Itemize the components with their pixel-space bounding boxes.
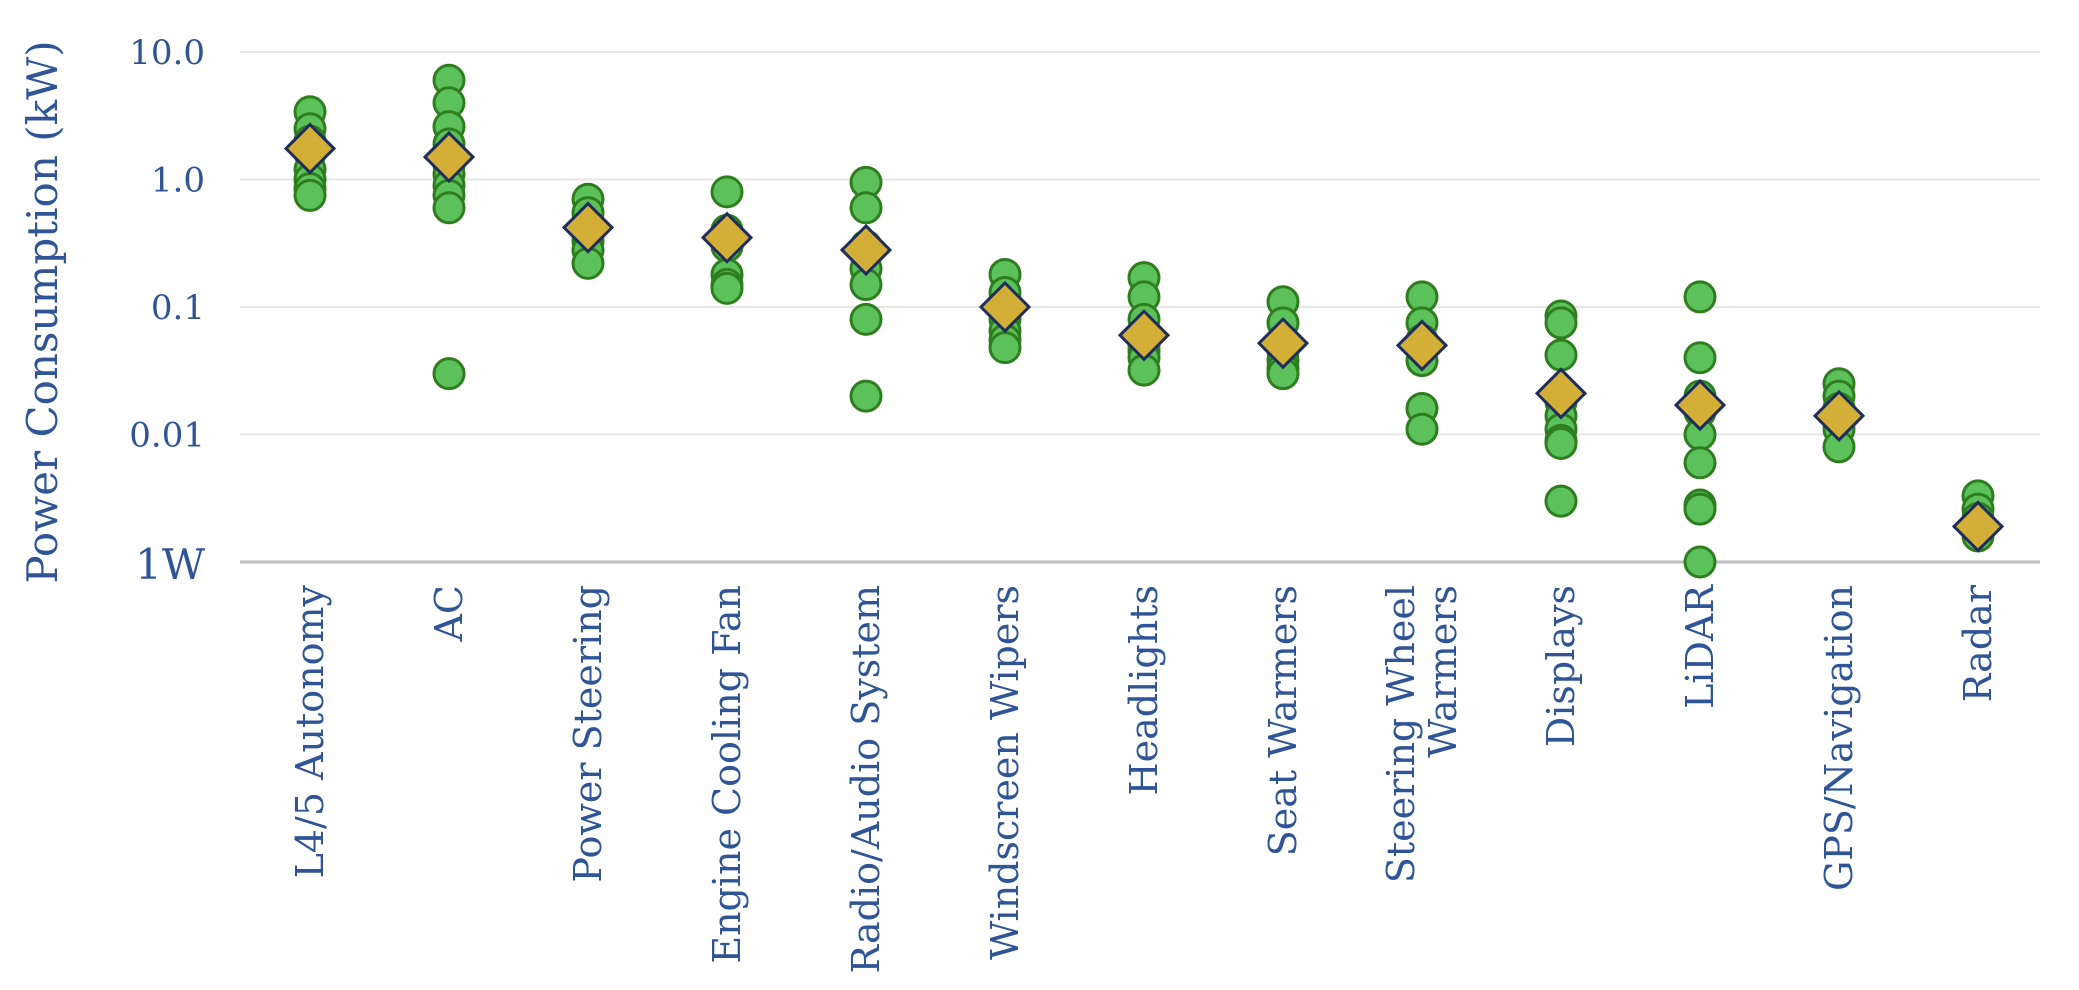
data-point xyxy=(1683,446,1717,480)
average-marker xyxy=(978,280,1032,334)
y-tick-label: 1W xyxy=(135,540,206,589)
data-point xyxy=(1544,306,1578,340)
x-category-label: L4/5 Autonomy xyxy=(288,584,332,878)
average-marker xyxy=(1673,378,1727,432)
x-category-label: Seat Warmers xyxy=(1261,585,1305,856)
y-tick-label: 0.01 xyxy=(129,416,205,456)
x-category-label: AC xyxy=(427,585,471,643)
data-point xyxy=(1683,492,1717,526)
data-point xyxy=(1405,412,1439,446)
data-point xyxy=(849,302,883,336)
data-point xyxy=(710,175,744,209)
average-marker xyxy=(1395,319,1449,372)
y-tick-label: 0.1 xyxy=(151,288,205,328)
x-category-label: Headlights xyxy=(1122,585,1166,795)
x-category-labels: L4/5 Autonomy AC Power Steering Engine Cool… xyxy=(288,584,2000,974)
average-markers xyxy=(283,122,2005,553)
average-marker xyxy=(561,201,615,254)
x-category-label: Steering Wheel xyxy=(1379,585,1423,883)
data-point xyxy=(293,178,327,212)
data-point xyxy=(849,191,883,225)
data-point xyxy=(710,271,744,305)
average-marker xyxy=(1117,309,1171,362)
data-point xyxy=(1683,545,1717,579)
y-tick-label: 1.0 xyxy=(151,161,205,201)
x-category-label: Windscreen Wipers xyxy=(983,585,1027,960)
x-category-label: LiDAR xyxy=(1678,584,1722,709)
data-point xyxy=(1544,426,1578,460)
x-category-label: Radar xyxy=(1956,584,2000,702)
average-marker xyxy=(283,122,337,175)
y-tick-labels: 10.0 1.0 0.1 0.01 1W xyxy=(129,33,206,589)
data-point xyxy=(1544,338,1578,372)
average-marker xyxy=(1951,500,2005,553)
average-marker xyxy=(1812,389,1866,442)
y-tick-label: 10.0 xyxy=(129,33,205,73)
x-category-label: Warmers xyxy=(1421,585,1465,758)
x-category-label: Power Steering xyxy=(566,585,610,883)
x-category-label: GPS/Navigation xyxy=(1817,585,1861,891)
y-axis-title: Power Consumption (kW) xyxy=(18,40,67,583)
data-point xyxy=(432,191,466,225)
data-point xyxy=(1683,341,1717,375)
x-category-label: Engine Cooling Fan xyxy=(705,585,749,964)
data-point xyxy=(1683,280,1717,314)
data-point xyxy=(849,379,883,413)
average-marker xyxy=(700,211,754,264)
x-category-label: Displays xyxy=(1539,585,1583,747)
x-category-label: Radio/Audio System xyxy=(844,585,888,973)
data-point xyxy=(1544,484,1578,518)
average-marker xyxy=(839,223,893,277)
average-marker xyxy=(422,130,476,184)
average-marker xyxy=(1256,317,1310,370)
average-marker xyxy=(1534,367,1588,420)
data-point xyxy=(432,357,466,391)
data-point xyxy=(988,331,1022,365)
